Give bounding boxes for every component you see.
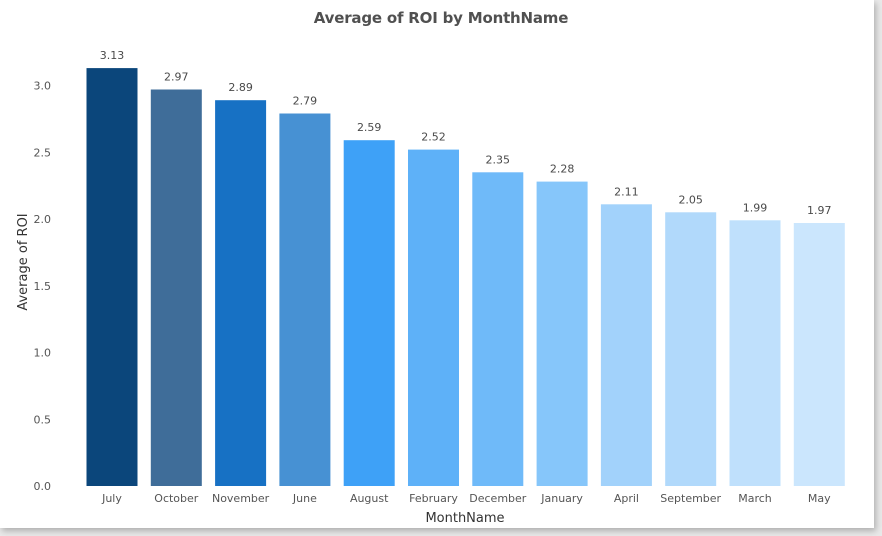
bar-april[interactable] bbox=[600, 204, 652, 487]
data-label: 2.35 bbox=[486, 153, 511, 166]
y-tick-label: 2.0 bbox=[34, 213, 52, 226]
bar-june[interactable] bbox=[279, 113, 331, 487]
bars bbox=[86, 68, 845, 487]
bar-july[interactable] bbox=[86, 68, 138, 486]
bar-november[interactable] bbox=[215, 100, 267, 486]
x-tick-label: January bbox=[540, 492, 583, 505]
data-label: 2.52 bbox=[421, 131, 446, 144]
chart-title: Average of ROI by MonthName bbox=[313, 9, 569, 27]
data-label: 2.28 bbox=[550, 163, 575, 176]
x-axis-title: MonthName bbox=[425, 511, 504, 526]
bar-october[interactable] bbox=[150, 89, 202, 487]
data-label: 1.97 bbox=[807, 204, 832, 217]
data-label: 2.11 bbox=[614, 185, 639, 198]
data-label: 2.97 bbox=[164, 71, 189, 84]
y-axis-title: Average of ROI bbox=[16, 213, 31, 310]
y-tick-label: 3.0 bbox=[34, 80, 52, 93]
x-tick-label: August bbox=[350, 492, 389, 505]
bar-august[interactable] bbox=[343, 140, 395, 486]
x-tick-label: February bbox=[409, 492, 458, 505]
x-tick-label: November bbox=[212, 492, 270, 505]
bar-january[interactable] bbox=[536, 181, 588, 486]
x-tick-label: September bbox=[660, 492, 721, 505]
y-tick-label: 2.5 bbox=[34, 146, 52, 159]
data-label: 2.59 bbox=[357, 121, 382, 134]
data-label: 3.13 bbox=[100, 49, 125, 62]
data-labels: 3.13 2.97 2.89 2.79 2.59 2.52 2.35 2.28 2.11 2.05… bbox=[100, 49, 832, 217]
data-label: 1.99 bbox=[743, 201, 768, 214]
y-tick-label: 1.5 bbox=[34, 280, 52, 293]
bar-december[interactable] bbox=[472, 172, 524, 487]
bar-march[interactable] bbox=[729, 220, 781, 487]
x-tick-label: May bbox=[808, 492, 831, 505]
y-tick-label: 1.0 bbox=[34, 347, 52, 360]
x-tick-label: October bbox=[154, 492, 198, 505]
x-tick-label: June bbox=[292, 492, 317, 505]
y-axis-ticks: 0.0 0.5 1.0 1.5 2.0 2.5 3.0 bbox=[34, 80, 52, 494]
x-tick-label: March bbox=[738, 492, 772, 505]
bar-february[interactable] bbox=[408, 149, 459, 486]
x-tick-label: December bbox=[469, 492, 527, 505]
data-label: 2.79 bbox=[293, 95, 318, 108]
x-axis-ticks: July October November June August February Dec… bbox=[101, 492, 831, 505]
data-label: 2.05 bbox=[678, 193, 703, 206]
data-label: 2.89 bbox=[228, 81, 253, 94]
bar-may[interactable] bbox=[793, 223, 845, 486]
x-tick-label: April bbox=[614, 492, 639, 505]
y-tick-label: 0.5 bbox=[34, 413, 52, 426]
x-tick-label: July bbox=[101, 492, 122, 505]
bar-september[interactable] bbox=[665, 212, 717, 487]
y-tick-label: 0.0 bbox=[34, 480, 52, 493]
